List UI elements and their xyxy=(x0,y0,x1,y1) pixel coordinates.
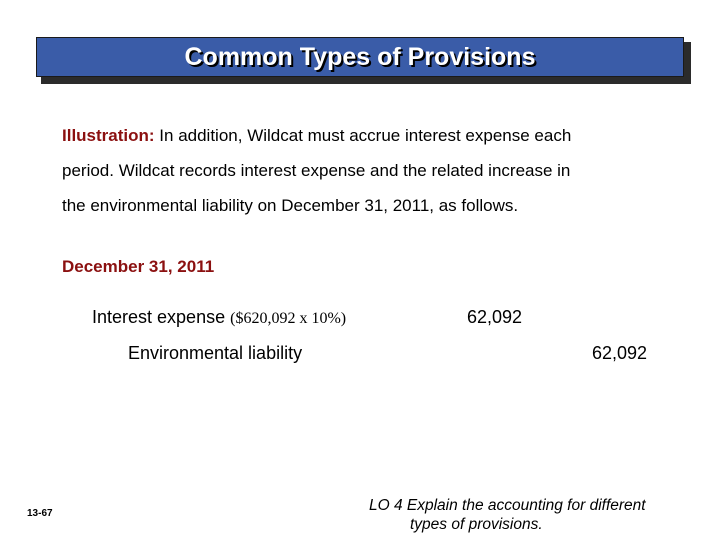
credit-account: Environmental liability xyxy=(128,343,303,363)
illustration-label: Illustration: xyxy=(62,126,155,145)
debit-account-row: Interest expense ($620,092 x 10%) xyxy=(92,307,346,328)
illustration-line-1: Illustration: In addition, Wildcat must … xyxy=(62,118,682,153)
debit-account: Interest expense xyxy=(92,307,226,327)
lo-line-2: types of provisions. xyxy=(410,516,543,533)
illustration-text-1: In addition, Wildcat must accrue interes… xyxy=(159,126,572,145)
illustration-line-3: the environmental liability on December … xyxy=(62,196,519,215)
illustration-line-2: period. Wildcat records interest expense… xyxy=(62,161,571,180)
credit-amount: 62,092 xyxy=(592,343,648,363)
slide-number: 13-67 xyxy=(27,508,53,519)
illustration-paragraph: Illustration: In addition, Wildcat must … xyxy=(62,118,682,223)
slide-title: Common Types of Provisions xyxy=(184,42,536,71)
title-banner: Common Types of Provisions xyxy=(36,37,684,77)
lo-line-1: LO 4 Explain the accounting for differen… xyxy=(369,497,646,514)
debit-calculation: ($620,092 x 10%) xyxy=(230,310,347,327)
entry-date: December 31, 2011 xyxy=(62,257,215,276)
debit-amount: 62,092 xyxy=(467,307,523,327)
learning-objective: LO 4 Explain the accounting for differen… xyxy=(369,496,699,534)
